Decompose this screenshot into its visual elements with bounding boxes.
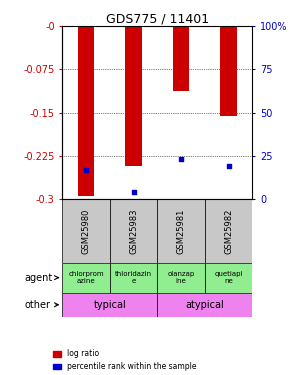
Text: agent: agent — [24, 273, 59, 283]
Bar — [110, 262, 157, 292]
Bar — [125, 26, 142, 166]
Point — [179, 156, 183, 162]
Text: typical: typical — [93, 300, 126, 310]
Bar — [220, 26, 237, 116]
Bar — [62, 292, 157, 317]
Text: atypical: atypical — [185, 300, 224, 310]
Bar — [157, 199, 205, 262]
Bar — [62, 199, 110, 262]
Text: quetiapi
ne: quetiapi ne — [214, 272, 243, 284]
Text: olanzap
ine: olanzap ine — [167, 272, 195, 284]
Legend: log ratio, percentile rank within the sample: log ratio, percentile rank within the sa… — [53, 350, 196, 371]
Bar — [62, 262, 110, 292]
Text: other: other — [24, 300, 58, 310]
Point — [226, 164, 231, 170]
Bar — [110, 199, 157, 262]
Title: GDS775 / 11401: GDS775 / 11401 — [106, 12, 209, 25]
Bar — [78, 26, 95, 196]
Bar — [157, 262, 205, 292]
Bar — [205, 199, 252, 262]
Text: thioridazin
e: thioridazin e — [115, 272, 152, 284]
Text: GSM25981: GSM25981 — [177, 208, 186, 254]
Bar — [205, 262, 252, 292]
Text: GSM25980: GSM25980 — [81, 208, 90, 254]
Bar — [173, 26, 189, 92]
Point — [131, 189, 136, 195]
Text: GSM25983: GSM25983 — [129, 208, 138, 254]
Text: chlorprom
azine: chlorprom azine — [68, 272, 104, 284]
Text: GSM25982: GSM25982 — [224, 208, 233, 254]
Point — [84, 167, 88, 173]
Bar — [157, 292, 252, 317]
